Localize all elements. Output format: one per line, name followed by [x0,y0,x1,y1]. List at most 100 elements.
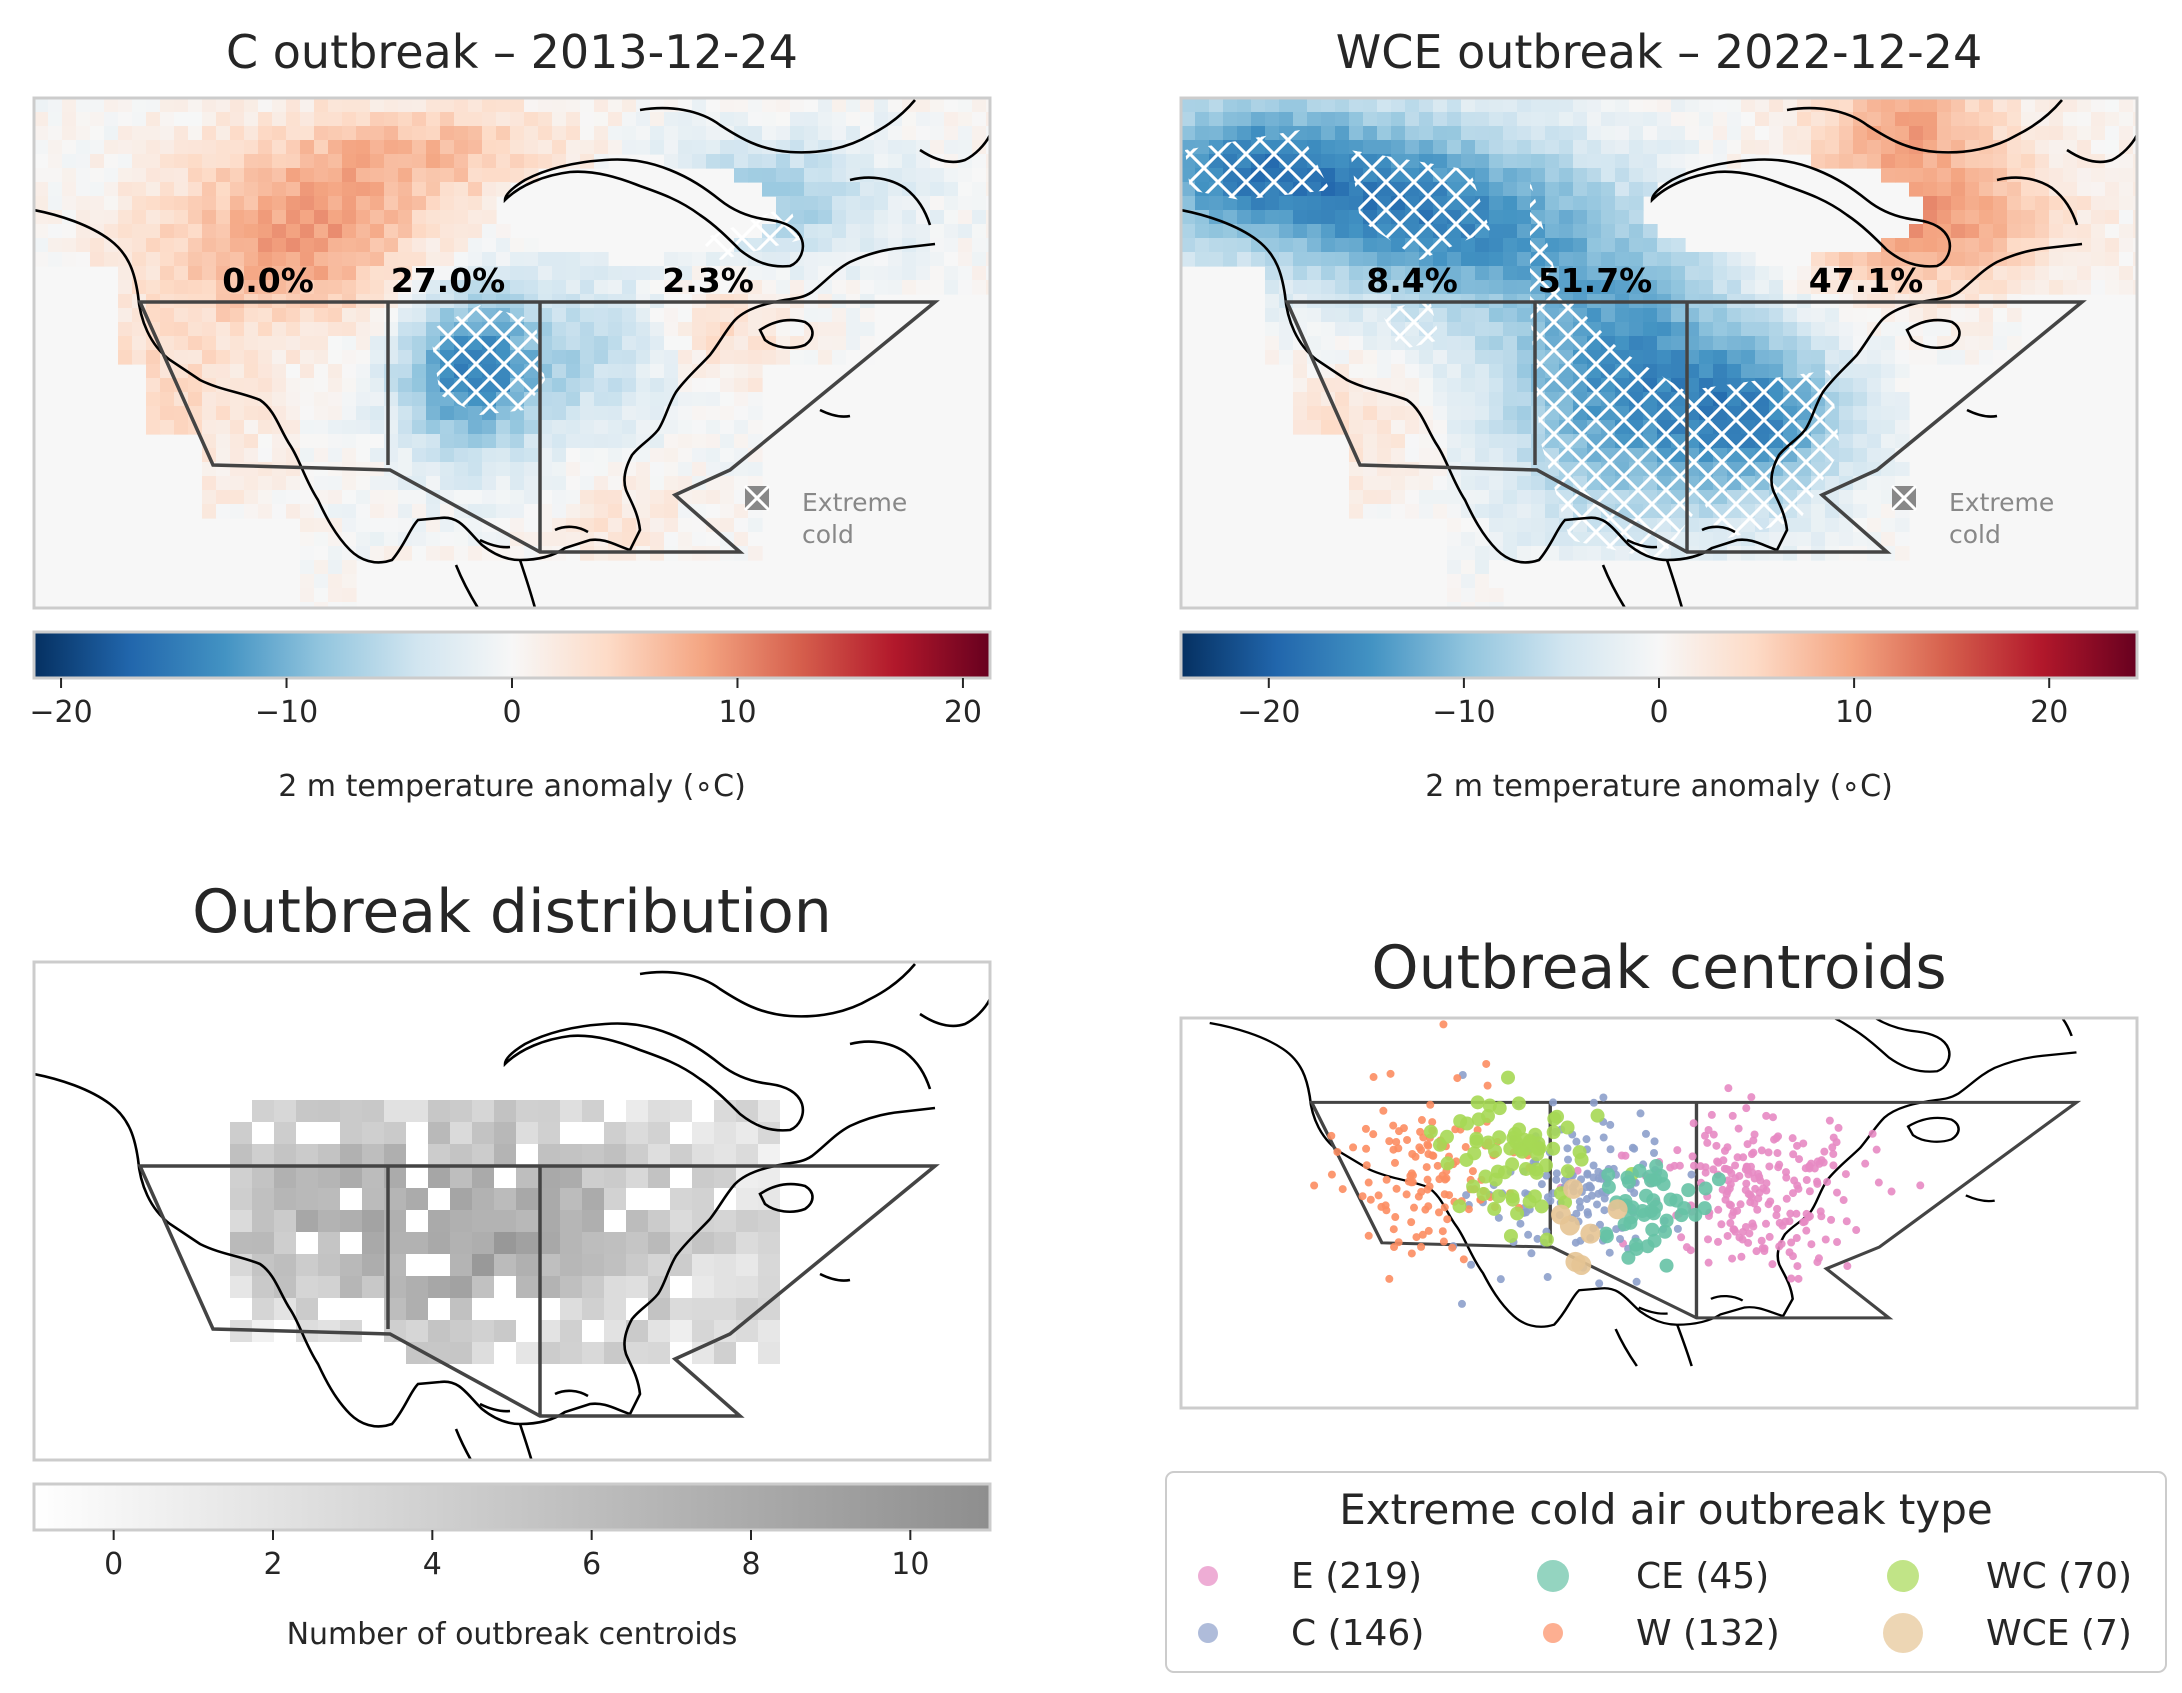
anomaly-cell [328,252,343,267]
anomaly-cell [300,126,315,141]
anomaly-cell [552,252,567,267]
density-cell [582,1276,604,1298]
anomaly-cell [510,546,525,561]
density-cell [560,1320,582,1342]
density-cell [736,1122,758,1144]
anomaly-cell [1419,350,1434,365]
anomaly-cell [286,98,301,113]
anomaly-cell [174,308,189,323]
legend-items: E (219)C (146)CE (45)W (132)WC (70)WCE (… [1198,1556,2132,1654]
anomaly-cell [1377,378,1392,393]
anomaly-cell [440,98,455,113]
anomaly-cell [734,490,749,505]
anomaly-cell [1489,504,1504,519]
anomaly-cell [1769,322,1784,337]
anomaly-cell [1475,140,1490,155]
anomaly-cell [1195,112,1210,127]
anomaly-cell [468,462,483,477]
coastline-segment [454,564,480,608]
anomaly-cell [412,490,427,505]
anomaly-cell [216,210,231,225]
anomaly-cell [328,140,343,155]
anomaly-cell [1825,154,1840,169]
centroid-point-e [1757,1146,1766,1155]
anomaly-cell [874,280,889,295]
anomaly-cell [34,196,49,211]
anomaly-cell [706,420,721,435]
anomaly-cell [1979,224,1994,239]
anomaly-cell [1559,112,1574,127]
anomaly-cell [1937,266,1952,281]
anomaly-cell [482,168,497,183]
anomaly-cell [244,182,259,197]
density-cell [274,1232,296,1254]
centroid-point-wc [1522,1134,1537,1149]
anomaly-cell [510,112,525,127]
density-cell [714,1210,736,1232]
centroid-point-e [1772,1134,1781,1143]
anomaly-cell [1181,210,1196,225]
anomaly-cell [2063,182,2078,197]
region-boundary [1284,300,2087,554]
anomaly-cell [1853,154,1868,169]
centroid-point-e [1887,1187,1896,1196]
centroid-point-ce [1637,1207,1652,1222]
centroid-point-c [1641,1129,1650,1138]
anomaly-cell [328,504,343,519]
centroid-point-ce [1599,1226,1614,1241]
anomaly-cell [1951,154,1966,169]
anomaly-cell [552,98,567,113]
anomaly-cell [1965,210,1980,225]
anomaly-cell [720,126,735,141]
anomaly-cell [706,280,721,295]
anomaly-cell [538,140,553,155]
anomaly-cell [1853,406,1868,421]
anomaly-cell [216,336,231,351]
anomaly-cell [48,140,63,155]
anomaly-cell [370,532,385,547]
hatch-region [700,205,800,260]
density-cell [538,1100,560,1122]
anomaly-cell [356,532,371,547]
anomaly-cell [160,182,175,197]
anomaly-cell [1923,322,1938,337]
anomaly-cell [720,448,735,463]
centroid-point-e [1787,1238,1796,1247]
anomaly-cell [1727,252,1742,267]
anomaly-cell [342,196,357,211]
coastline-segment [1626,538,1658,549]
anomaly-cell [482,546,497,561]
anomaly-cell [846,224,861,239]
anomaly-cell [328,420,343,435]
anomaly-cell [370,112,385,127]
anomaly-cell [1629,126,1644,141]
centroid-point-w [1389,1121,1398,1130]
centroid-point-w [1440,1190,1449,1199]
centroid-point-wc [1460,1116,1475,1131]
density-cell [736,1144,758,1166]
centroid-point-c [1496,1275,1505,1284]
anomaly-cell [986,154,990,169]
anomaly-cell [2077,210,2092,225]
density-cell [560,1210,582,1232]
region-boundary [137,300,940,554]
centroid-point-c [1616,1235,1625,1244]
anomaly-cell [342,448,357,463]
colorbar-tick-label: 0 [502,695,521,730]
anomaly-cell [1181,224,1196,239]
anomaly-cell [1531,504,1546,519]
anomaly-cell [790,154,805,169]
anomaly-cell [2021,182,2036,197]
anomaly-cell [2133,98,2137,113]
anomaly-cell [356,420,371,435]
anomaly-cell [118,350,133,365]
anomaly-cell [482,154,497,169]
centroid-point-e [1765,1162,1774,1171]
anomaly-cell [384,336,399,351]
density-cell [538,1232,560,1254]
anomaly-cell [1797,532,1812,547]
anomaly-cell [412,182,427,197]
region-percent-central: 27.0% [391,261,506,300]
anomaly-cell [622,308,637,323]
anomaly-cell [76,112,91,127]
